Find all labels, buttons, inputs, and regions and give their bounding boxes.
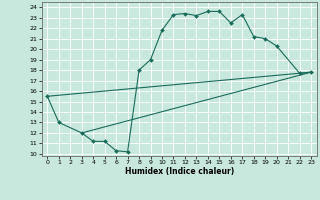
X-axis label: Humidex (Indice chaleur): Humidex (Indice chaleur)	[124, 167, 234, 176]
